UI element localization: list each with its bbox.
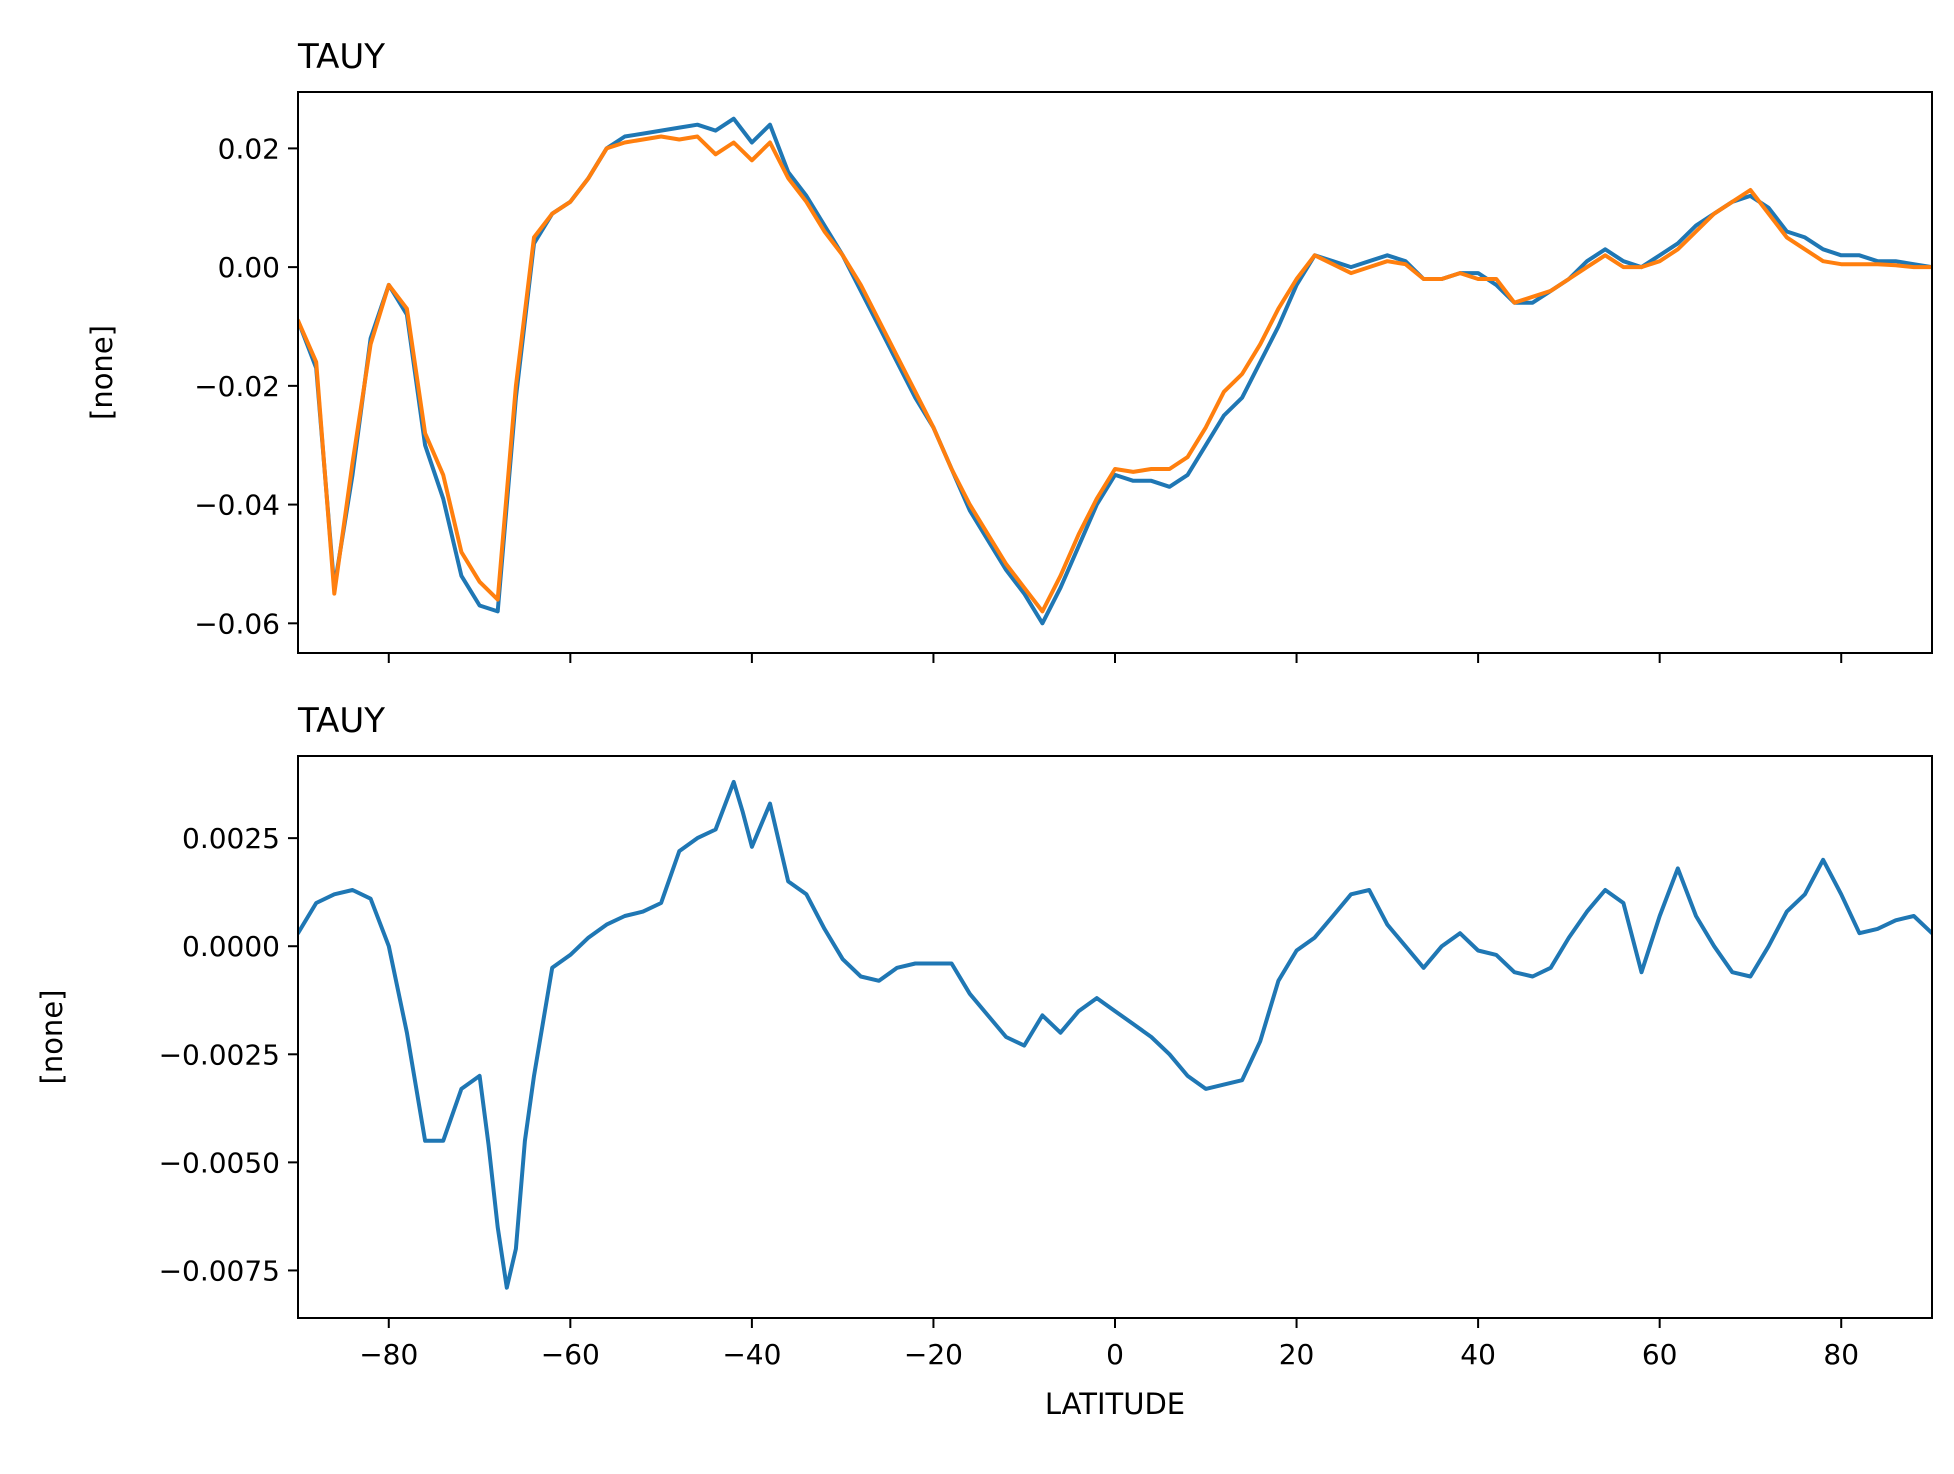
bottom-panel: TAUY 0.0025 0.0000 −0.0025 −0.0050 −0.0075 −80…	[35, 701, 1933, 1421]
top-panel: TAUY 0.02 0.00 −0.02 −0.04 −0.06 [none]	[85, 37, 1933, 663]
x-tick-label: −40	[722, 1338, 781, 1371]
y-tick-label: 0.00	[218, 251, 280, 284]
chart-title: TAUY	[297, 37, 385, 77]
x-tick-label: 80	[1823, 1338, 1859, 1371]
x-tick-label: −20	[904, 1338, 963, 1371]
plot-frame	[297, 755, 1933, 1319]
y-axis-label: [none]	[85, 325, 119, 420]
y-tick-label: −0.0075	[159, 1254, 280, 1287]
y-tick-label: −0.0025	[159, 1038, 280, 1071]
y-tick-label: −0.02	[194, 370, 280, 403]
chart-title: TAUY	[297, 701, 385, 741]
series-line-1	[298, 779, 1932, 1290]
y-tick-label: −0.06	[194, 607, 280, 640]
series-line-2	[298, 134, 1932, 614]
plot-frame	[297, 91, 1933, 654]
x-tick-label: 0	[1106, 1338, 1124, 1371]
x-tick-label: 40	[1460, 1338, 1496, 1371]
x-axis-label: LATITUDE	[1045, 1387, 1185, 1421]
y-tick-label: 0.02	[218, 132, 280, 165]
y-axis-label: [none]	[35, 990, 69, 1085]
x-tick-label: −80	[359, 1338, 418, 1371]
y-tick-label: −0.0050	[159, 1146, 280, 1179]
x-tick-label: 20	[1279, 1338, 1315, 1371]
x-tick-label: 60	[1642, 1338, 1678, 1371]
y-tick-label: 0.0025	[182, 822, 280, 855]
series-line-1	[298, 116, 1932, 626]
y-tick-label: −0.04	[194, 489, 280, 522]
y-tick-label: 0.0000	[182, 930, 280, 963]
x-tick-label: −60	[541, 1338, 600, 1371]
